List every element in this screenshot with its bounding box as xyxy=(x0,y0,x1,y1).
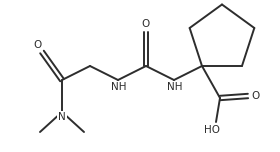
Text: HO: HO xyxy=(204,125,220,135)
Text: O: O xyxy=(33,40,41,50)
Text: O: O xyxy=(252,91,260,101)
Text: N: N xyxy=(58,112,66,122)
Text: NH: NH xyxy=(167,82,183,92)
Text: O: O xyxy=(142,19,150,29)
Text: NH: NH xyxy=(111,82,127,92)
